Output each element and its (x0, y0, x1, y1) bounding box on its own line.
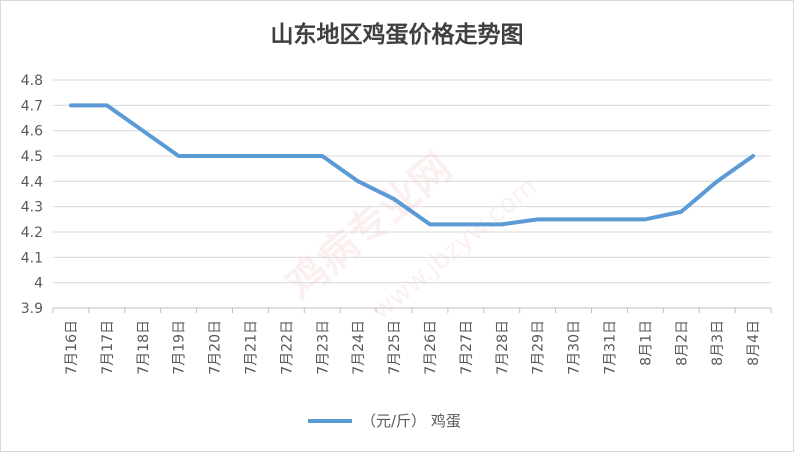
x-tick-label: 8月3日 (710, 320, 726, 366)
x-tick-label: 7月24日 (351, 320, 367, 375)
x-tick-label: 7月29日 (531, 320, 547, 375)
x-tick-label: 7月28日 (495, 320, 511, 375)
y-tick-label: 4.8 (21, 73, 43, 89)
x-axis: 7月16日 7月17日 7月18日 7月19日 7月20日 7月21日 7月22日 7月23日… (52, 308, 772, 375)
x-tick-label: 7月21日 (243, 320, 259, 375)
x-tick-label: 7月16日 (64, 320, 80, 375)
series-line (68, 103, 756, 227)
x-tick-label: 7月25日 (387, 320, 403, 375)
x-tick-label: 7月30日 (567, 320, 583, 375)
y-tick-label: 3.9 (21, 301, 43, 317)
x-tick-label: 7月17日 (100, 320, 116, 375)
series-layer (68, 103, 756, 227)
legend-label: （元/斤） 鸡蛋 (361, 412, 461, 430)
y-tick-label: 4.1 (21, 250, 43, 266)
chart-title: 山东地区鸡蛋价格走势图 (270, 22, 524, 48)
x-tick-label: 8月2日 (674, 320, 690, 366)
watermark: 鸡病专业网 www.jbzyw.com (278, 145, 543, 326)
y-tick-label: 4 (34, 276, 43, 292)
y-axis: 3.9 4 4.1 4.2 4.3 4.4 4.5 4.6 4.7 4.8 (21, 73, 43, 317)
gridlines (53, 79, 771, 309)
x-tick-label: 8月1日 (638, 320, 654, 366)
x-tick-label: 7月19日 (172, 320, 188, 375)
x-tick-label: 7月31日 (602, 320, 618, 375)
x-tick-label: 8月4日 (746, 320, 762, 366)
x-tick-label: 7月23日 (315, 320, 331, 375)
y-tick-label: 4.6 (21, 124, 43, 140)
y-tick-label: 4.7 (21, 98, 43, 114)
x-tick-label: 7月22日 (279, 320, 295, 375)
x-tick-label: 7月27日 (459, 320, 475, 375)
y-tick-label: 4.5 (21, 149, 43, 165)
y-tick-label: 4.4 (21, 174, 43, 190)
legend: （元/斤） 鸡蛋 (308, 412, 461, 430)
x-tick-label: 7月20日 (208, 320, 224, 375)
x-tick-label: 7月18日 (136, 320, 152, 375)
x-tick-label: 7月26日 (423, 320, 439, 375)
y-tick-label: 4.3 (21, 200, 43, 216)
y-tick-label: 4.2 (21, 225, 43, 241)
